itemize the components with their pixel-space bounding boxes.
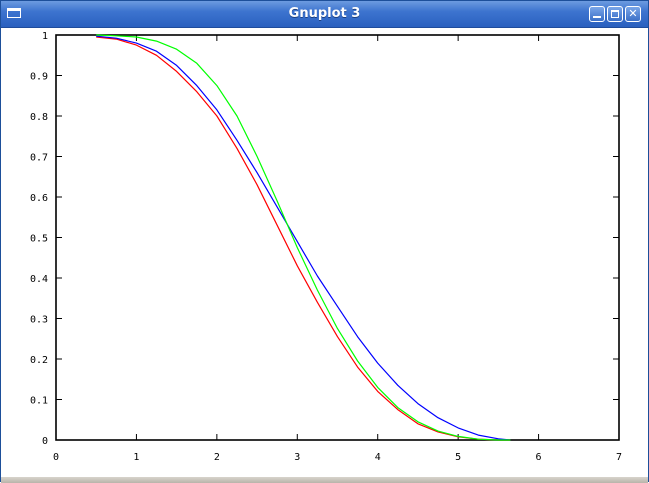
y-tick-label: 0.3 xyxy=(30,315,48,326)
maximize-button[interactable] xyxy=(607,6,623,22)
y-tick-label: 0 xyxy=(42,436,48,447)
series-line-green xyxy=(96,34,511,441)
title-bar[interactable]: Gnuplot 3 ✕ xyxy=(1,1,648,28)
plot-area: 0 1 2 3 4 5 6 7 0 0.1 0.2 0.3 0.4 0.5 0.6 0.7 0.8 0.9 1 xyxy=(30,31,622,463)
series-line-red xyxy=(96,36,511,441)
y-tick-label: 0.8 xyxy=(30,112,48,123)
x-tick-label: 1 xyxy=(133,452,139,463)
x-tick-label: 0 xyxy=(53,452,59,463)
x-tick-labels: 0 1 2 3 4 5 6 7 xyxy=(53,452,622,463)
axis-ticks xyxy=(55,34,620,441)
y-tick-label: 1 xyxy=(42,31,48,42)
x-tick-label: 5 xyxy=(455,452,461,463)
maximize-icon xyxy=(611,10,619,18)
x-tick-label: 4 xyxy=(375,452,381,463)
close-icon: ✕ xyxy=(628,7,638,20)
y-tick-label: 0.4 xyxy=(30,274,48,285)
y-tick-label: 0.7 xyxy=(30,153,48,164)
minimize-icon xyxy=(593,16,601,18)
y-tick-label: 0.1 xyxy=(30,396,48,407)
close-button[interactable]: ✕ xyxy=(625,6,641,22)
minimize-button[interactable] xyxy=(589,6,605,22)
y-tick-label: 0.6 xyxy=(30,193,48,204)
series-line-blue xyxy=(96,35,511,441)
window-bottom-border xyxy=(1,477,648,483)
x-tick-label: 3 xyxy=(294,452,300,463)
y-tick-label: 0.2 xyxy=(30,355,48,366)
window-menu-icon[interactable] xyxy=(7,8,21,18)
y-tick-labels: 0 0.1 0.2 0.3 0.4 0.5 0.6 0.7 0.8 0.9 1 xyxy=(30,31,48,447)
series-lines xyxy=(96,34,511,441)
y-tick-label: 0.5 xyxy=(30,234,48,245)
y-tick-label: 0.9 xyxy=(30,72,48,83)
plot-frame xyxy=(55,34,620,441)
x-tick-label: 6 xyxy=(536,452,542,463)
x-tick-label: 2 xyxy=(214,452,220,463)
x-tick-label: 7 xyxy=(616,452,622,463)
window-title: Gnuplot 3 xyxy=(288,6,361,21)
